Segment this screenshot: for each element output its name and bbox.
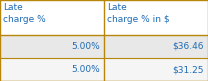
Bar	[0, 58, 208, 81]
Text: $36.46: $36.46	[172, 42, 204, 51]
Text: $31.25: $31.25	[172, 65, 204, 74]
Text: Late
charge % in $: Late charge % in $	[107, 3, 170, 24]
Bar	[0, 0, 208, 35]
Text: 5.00%: 5.00%	[71, 65, 100, 74]
Bar	[0, 35, 208, 58]
Text: 5.00%: 5.00%	[71, 42, 100, 51]
Text: Late
charge %: Late charge %	[3, 3, 46, 24]
